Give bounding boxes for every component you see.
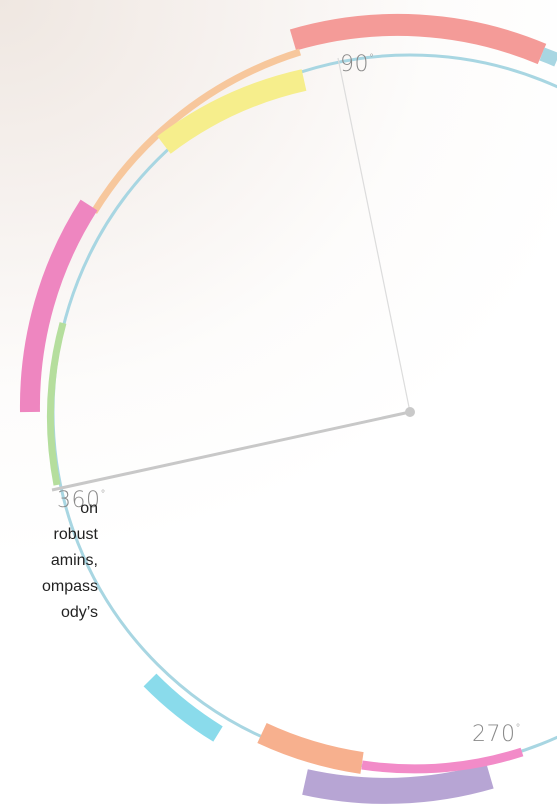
- arc-segment-blue-edge: [539, 47, 557, 67]
- arc-segment-orange: [257, 722, 364, 774]
- degree-label-270: 270°: [472, 722, 521, 747]
- body-text-line: ody’s: [60, 604, 98, 621]
- degree-value-270: 270: [472, 722, 516, 747]
- degree-mark-90: °: [369, 53, 375, 64]
- degree-mark-360: °: [100, 489, 106, 500]
- hand-360: [51, 410, 411, 492]
- hand-90: [337, 57, 411, 413]
- degree-value-90: 90: [340, 52, 369, 77]
- arc-segment-salmon: [289, 13, 547, 65]
- arc-segment-yellow: [157, 69, 307, 154]
- degree-mark-270: °: [515, 723, 521, 734]
- body-text-line: on: [80, 500, 98, 517]
- arc-segment-peach: [91, 48, 302, 214]
- degree-label-360: 360°: [57, 488, 106, 513]
- arc-segment-green: [47, 322, 67, 486]
- body-text-fragment: on robust amins, ompass ody’s: [0, 496, 98, 626]
- body-text-line: robust: [53, 526, 98, 543]
- body-text-line: ompass: [41, 578, 98, 595]
- hand-pivot: [405, 407, 415, 417]
- arc-segment-magenta: [361, 747, 524, 774]
- arc-segment-cyan: [143, 673, 223, 742]
- arc-segment-lavender: [302, 763, 494, 804]
- arc-segment-pink: [19, 199, 98, 413]
- degree-value-360: 360: [57, 488, 101, 513]
- body-text-line: amins,: [50, 552, 98, 569]
- degree-label-90: 90°: [340, 52, 375, 77]
